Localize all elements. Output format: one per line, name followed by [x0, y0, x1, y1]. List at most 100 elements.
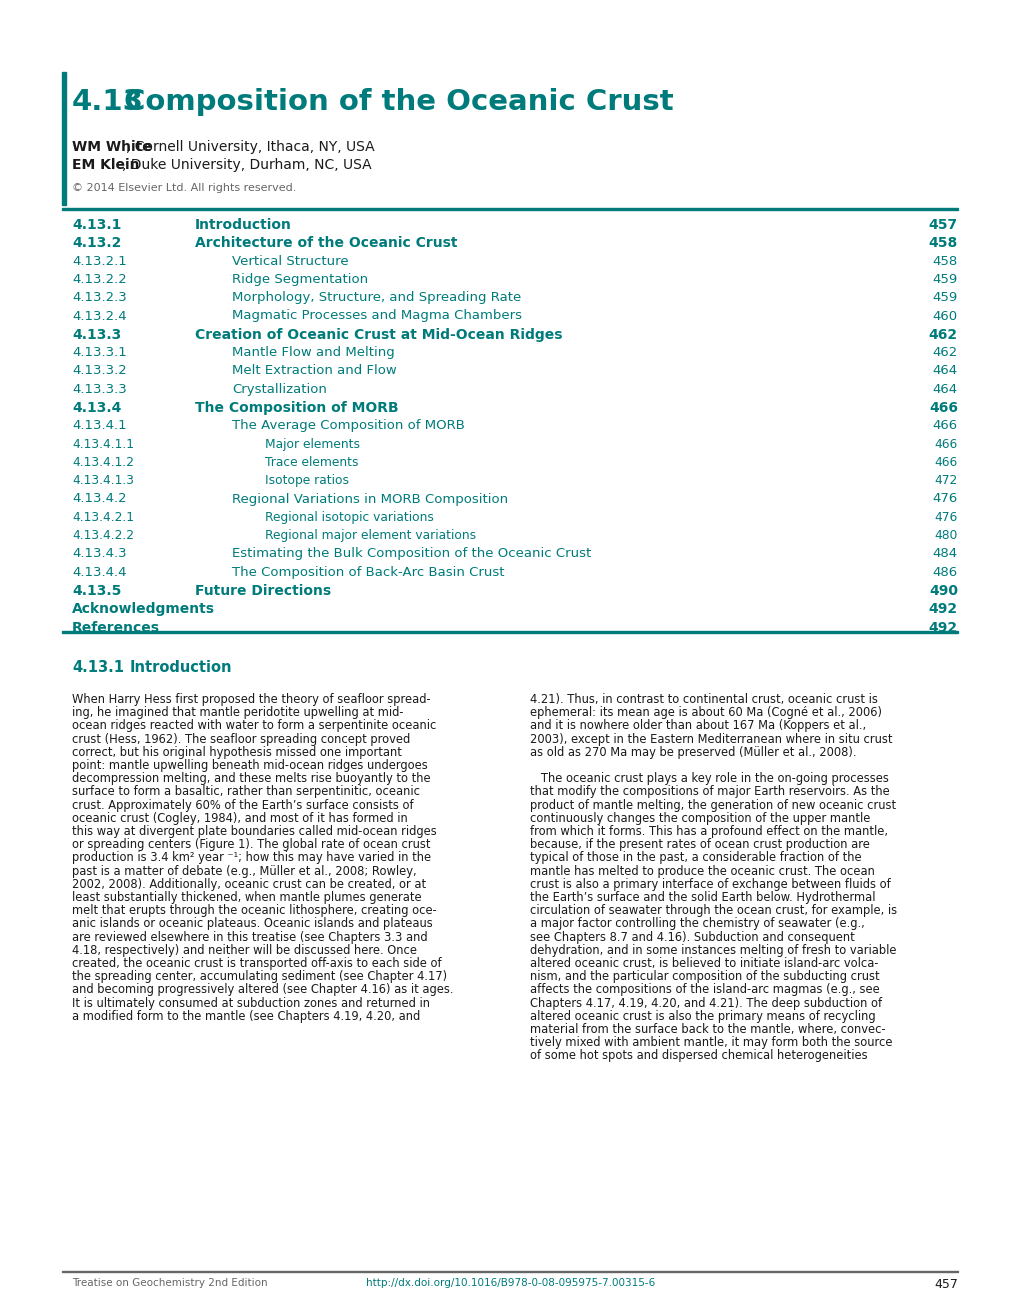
Text: 4.13.3.3: 4.13.3.3: [72, 383, 126, 396]
Text: Acknowledgments: Acknowledgments: [72, 602, 215, 616]
Text: Creation of Oceanic Crust at Mid-Ocean Ridges: Creation of Oceanic Crust at Mid-Ocean R…: [195, 328, 561, 341]
Text: this way at divergent plate boundaries called mid-ocean ridges: this way at divergent plate boundaries c…: [72, 825, 436, 838]
Text: 4.13.3.2: 4.13.3.2: [72, 365, 126, 378]
Text: 4.13.4.1.2: 4.13.4.1.2: [72, 456, 133, 469]
Text: because, if the present rates of ocean crust production are: because, if the present rates of ocean c…: [530, 838, 869, 851]
Text: The Composition of MORB: The Composition of MORB: [195, 401, 398, 414]
Text: 4.13.4.2.2: 4.13.4.2.2: [72, 529, 133, 542]
Text: 459: 459: [931, 272, 957, 285]
Text: melt that erupts through the oceanic lithosphere, creating oce-: melt that erupts through the oceanic lit…: [72, 904, 436, 917]
Text: 458: 458: [931, 254, 957, 267]
Text: http://dx.doi.org/10.1016/B978-0-08-095975-7.00315-6: http://dx.doi.org/10.1016/B978-0-08-0959…: [366, 1278, 655, 1287]
Text: point: mantle upwelling beneath mid-ocean ridges undergoes: point: mantle upwelling beneath mid-ocea…: [72, 760, 427, 771]
Text: 464: 464: [932, 383, 957, 396]
Text: are reviewed elsewhere in this treatise (see Chapters 3.3 and: are reviewed elsewhere in this treatise …: [72, 930, 427, 943]
Text: that modify the compositions of major Earth reservoirs. As the: that modify the compositions of major Ea…: [530, 786, 889, 799]
Text: 457: 457: [928, 218, 957, 232]
Text: decompression melting, and these melts rise buoyantly to the: decompression melting, and these melts r…: [72, 773, 430, 786]
Text: 4.13.4.2.1: 4.13.4.2.1: [72, 511, 133, 524]
Text: Introduction: Introduction: [129, 661, 232, 675]
Text: Composition of the Oceanic Crust: Composition of the Oceanic Crust: [124, 89, 673, 116]
Text: 4.13.4.2: 4.13.4.2: [72, 493, 126, 506]
Text: 486: 486: [932, 566, 957, 579]
Text: 4.13: 4.13: [72, 89, 144, 116]
Text: Magmatic Processes and Magma Chambers: Magmatic Processes and Magma Chambers: [231, 310, 522, 323]
Text: 492: 492: [928, 602, 957, 616]
Text: Chapters 4.17, 4.19, 4.20, and 4.21). The deep subduction of: Chapters 4.17, 4.19, 4.20, and 4.21). Th…: [530, 997, 881, 1010]
Text: The Composition of Back-Arc Basin Crust: The Composition of Back-Arc Basin Crust: [231, 566, 504, 579]
Text: 466: 466: [933, 456, 957, 469]
Text: past is a matter of debate (e.g., Müller et al., 2008; Rowley,: past is a matter of debate (e.g., Müller…: [72, 865, 416, 878]
Text: 458: 458: [928, 236, 957, 250]
Text: 4.21). Thus, in contrast to continental crust, oceanic crust is: 4.21). Thus, in contrast to continental …: [530, 693, 877, 706]
Text: Crystallization: Crystallization: [231, 383, 326, 396]
Text: 464: 464: [932, 365, 957, 378]
Text: correct, but his original hypothesis missed one important: correct, but his original hypothesis mis…: [72, 745, 401, 758]
Text: Trace elements: Trace elements: [265, 456, 358, 469]
Text: least substantially thickened, when mantle plumes generate: least substantially thickened, when mant…: [72, 891, 421, 904]
Text: The Average Composition of MORB: The Average Composition of MORB: [231, 420, 465, 433]
Text: altered oceanic crust is also the primary means of recycling: altered oceanic crust is also the primar…: [530, 1010, 874, 1023]
Text: 484: 484: [932, 547, 957, 560]
Text: 4.13.4: 4.13.4: [72, 401, 121, 414]
Text: 2003), except in the Eastern Mediterranean where in situ crust: 2003), except in the Eastern Mediterrane…: [530, 732, 892, 745]
Text: 4.13.3: 4.13.3: [72, 328, 121, 341]
Text: or spreading centers (Figure 1). The global rate of ocean crust: or spreading centers (Figure 1). The glo…: [72, 838, 430, 851]
Text: 490: 490: [928, 584, 957, 598]
Text: 4.13.4.1: 4.13.4.1: [72, 420, 126, 433]
Text: , Duke University, Durham, NC, USA: , Duke University, Durham, NC, USA: [122, 158, 371, 172]
Text: 4.13.2.3: 4.13.2.3: [72, 291, 126, 304]
Text: a modified form to the mantle (see Chapters 4.19, 4.20, and: a modified form to the mantle (see Chapt…: [72, 1010, 420, 1023]
Text: 457: 457: [933, 1278, 957, 1291]
Text: 472: 472: [933, 474, 957, 487]
Text: 4.13.2.4: 4.13.2.4: [72, 310, 126, 323]
Text: Major elements: Major elements: [265, 438, 360, 451]
Text: , Cornell University, Ithaca, NY, USA: , Cornell University, Ithaca, NY, USA: [126, 139, 374, 154]
Text: Regional Variations in MORB Composition: Regional Variations in MORB Composition: [231, 493, 507, 506]
Text: product of mantle melting, the generation of new oceanic crust: product of mantle melting, the generatio…: [530, 799, 896, 812]
Text: 4.13.4.4: 4.13.4.4: [72, 566, 126, 579]
Text: Morphology, Structure, and Spreading Rate: Morphology, Structure, and Spreading Rat…: [231, 291, 521, 304]
Text: tively mixed with ambient mantle, it may form both the source: tively mixed with ambient mantle, it may…: [530, 1036, 892, 1049]
Text: 462: 462: [928, 328, 957, 341]
Text: 4.13.4.1.3: 4.13.4.1.3: [72, 474, 133, 487]
Text: of some hot spots and dispersed chemical heterogeneities: of some hot spots and dispersed chemical…: [530, 1049, 867, 1062]
Text: References: References: [72, 620, 160, 635]
Text: nism, and the particular composition of the subducting crust: nism, and the particular composition of …: [530, 971, 878, 984]
Text: 4.13.1: 4.13.1: [72, 661, 124, 675]
Text: affects the compositions of the island-arc magmas (e.g., see: affects the compositions of the island-a…: [530, 984, 878, 997]
Text: circulation of seawater through the ocean crust, for example, is: circulation of seawater through the ocea…: [530, 904, 897, 917]
Text: 4.13.1: 4.13.1: [72, 218, 121, 232]
Text: EM Klein: EM Klein: [72, 158, 140, 172]
Text: Mantle Flow and Melting: Mantle Flow and Melting: [231, 347, 394, 360]
Text: 4.13.5: 4.13.5: [72, 584, 121, 598]
Text: 466: 466: [933, 438, 957, 451]
Text: mantle has melted to produce the oceanic crust. The ocean: mantle has melted to produce the oceanic…: [530, 865, 874, 878]
Text: from which it forms. This has a profound effect on the mantle,: from which it forms. This has a profound…: [530, 825, 888, 838]
Text: 466: 466: [928, 401, 957, 414]
Text: The oceanic crust plays a key role in the on-going processes: The oceanic crust plays a key role in th…: [530, 773, 888, 786]
Text: created, the oceanic crust is transported off-axis to each side of: created, the oceanic crust is transporte…: [72, 956, 441, 969]
Text: It is ultimately consumed at subduction zones and returned in: It is ultimately consumed at subduction …: [72, 997, 430, 1010]
Text: 476: 476: [931, 493, 957, 506]
Bar: [62, 208, 957, 210]
Text: and becoming progressively altered (see Chapter 4.16) as it ages.: and becoming progressively altered (see …: [72, 984, 453, 997]
Text: the spreading center, accumulating sediment (see Chapter 4.17): the spreading center, accumulating sedim…: [72, 971, 446, 984]
Text: Architecture of the Oceanic Crust: Architecture of the Oceanic Crust: [195, 236, 458, 250]
Text: Introduction: Introduction: [195, 218, 291, 232]
Text: 4.13.4.3: 4.13.4.3: [72, 547, 126, 560]
Text: 459: 459: [931, 291, 957, 304]
Text: Future Directions: Future Directions: [195, 584, 331, 598]
Text: Isotope ratios: Isotope ratios: [265, 474, 348, 487]
Text: the Earth’s surface and the solid Earth below. Hydrothermal: the Earth’s surface and the solid Earth …: [530, 891, 874, 904]
Text: 462: 462: [931, 347, 957, 360]
Text: oceanic crust (Cogley, 1984), and most of it has formed in: oceanic crust (Cogley, 1984), and most o…: [72, 812, 408, 825]
Text: Vertical Structure: Vertical Structure: [231, 254, 348, 267]
Text: crust (Hess, 1962). The seafloor spreading concept proved: crust (Hess, 1962). The seafloor spreadi…: [72, 732, 410, 745]
Text: When Harry Hess first proposed the theory of seafloor spread-: When Harry Hess first proposed the theor…: [72, 693, 430, 706]
Bar: [62, 72, 66, 205]
Text: Treatise on Geochemistry 2nd Edition: Treatise on Geochemistry 2nd Edition: [72, 1278, 267, 1287]
Text: 4.13.3.1: 4.13.3.1: [72, 347, 126, 360]
Text: ephemeral: its mean age is about 60 Ma (Cogné et al., 2006): ephemeral: its mean age is about 60 Ma (…: [530, 706, 881, 719]
Text: 4.13.4.1.1: 4.13.4.1.1: [72, 438, 133, 451]
